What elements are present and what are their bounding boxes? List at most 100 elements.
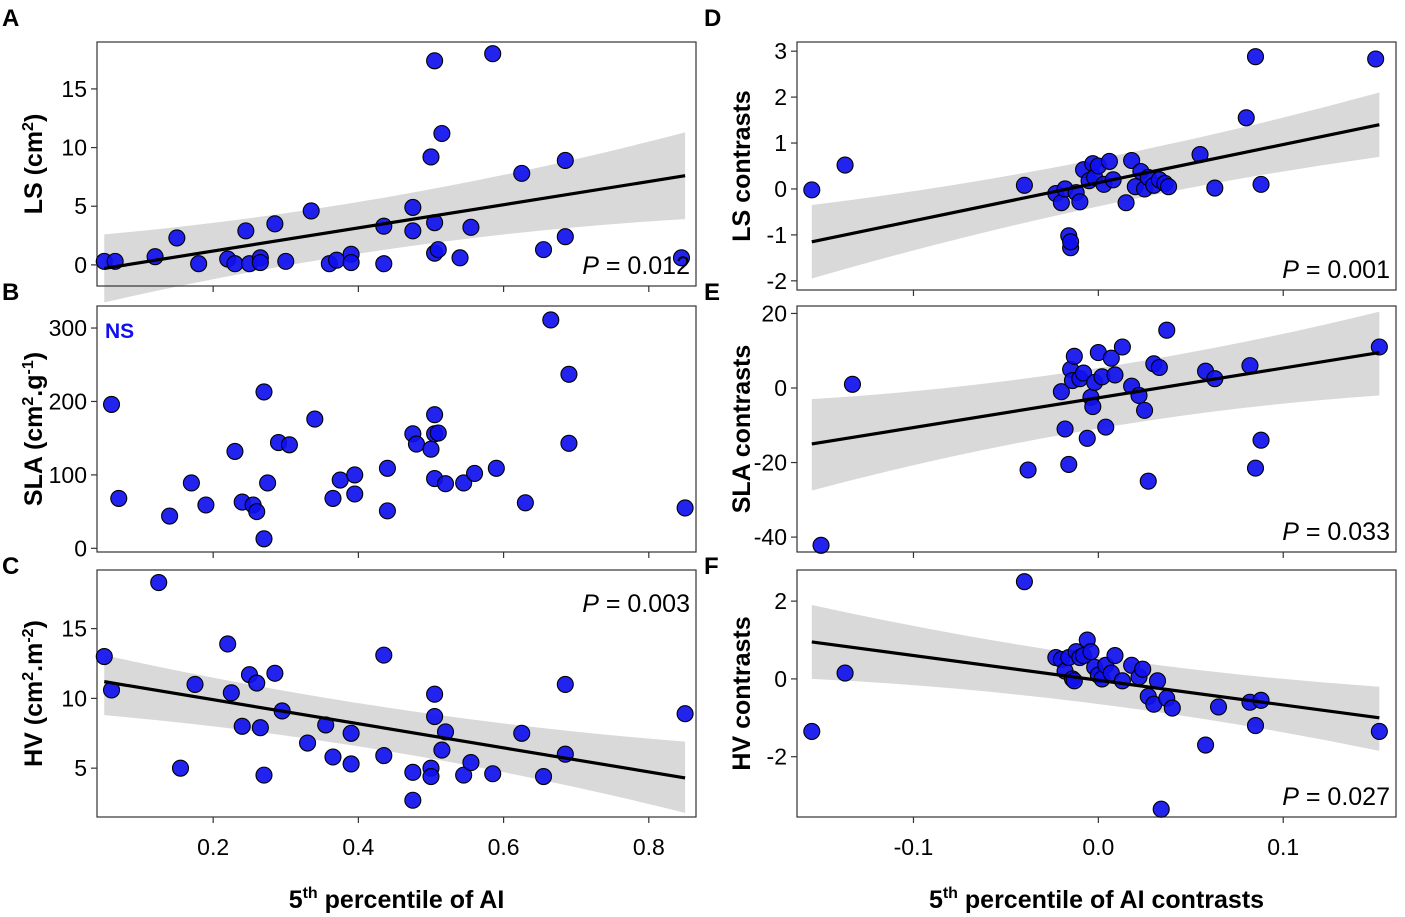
data-point	[1097, 418, 1115, 436]
regression-line	[811, 351, 1380, 446]
data-point	[255, 766, 273, 784]
data-point	[226, 255, 244, 273]
data-point	[404, 198, 422, 216]
data-point	[516, 494, 534, 512]
data-point	[422, 148, 440, 166]
y-title-tail2: )	[20, 352, 48, 360]
data-point	[556, 228, 574, 246]
data-point	[1158, 321, 1176, 339]
x-tick-label: 0.8	[633, 834, 665, 860]
x-title-tail: percentile of AI	[318, 886, 505, 914]
y-axis-title: HV (cm2.m-2)	[20, 620, 48, 767]
p-symbol: P	[1282, 256, 1299, 284]
y-tick-label: 0	[74, 252, 87, 278]
p-value-label: P = 0.001	[1282, 256, 1390, 284]
y-axis-title: HV contrasts	[728, 616, 756, 770]
data-point	[1082, 643, 1100, 661]
data-point	[1252, 175, 1270, 193]
data-point	[1152, 800, 1170, 818]
y-title-main: SLA (cm	[20, 406, 48, 506]
p-symbol: P	[582, 252, 599, 280]
p-value-label: P = 0.003	[582, 590, 690, 618]
data-point	[277, 252, 295, 270]
data-point	[1139, 472, 1157, 490]
data-point	[1150, 358, 1168, 377]
p-value: = 0.001	[1299, 256, 1390, 284]
data-point	[455, 474, 473, 492]
p-value-label: P = 0.033	[1282, 518, 1390, 546]
x-title-tail: percentile of AI contrasts	[958, 886, 1264, 914]
data-point	[534, 241, 553, 259]
y-tick-label: 15	[61, 76, 87, 102]
y-tick-label: 5	[74, 755, 87, 781]
y-title-sup: 2	[20, 672, 37, 681]
data-point	[1163, 699, 1181, 717]
data-point	[1060, 455, 1078, 473]
x-axis-title: 5th percentile of AI contrasts	[929, 885, 1264, 914]
data-point	[812, 536, 830, 554]
data-point	[1062, 233, 1080, 251]
data-point	[556, 151, 574, 170]
data-point	[803, 722, 821, 740]
p-value: = 0.027	[1299, 783, 1390, 811]
y-title-main: LS contrasts	[728, 90, 756, 241]
plot-frame	[96, 305, 697, 553]
data-point	[1071, 193, 1089, 211]
data-point	[266, 215, 284, 233]
y-axis-title: SLA (cm2.g-1)	[20, 352, 48, 506]
data-point	[168, 229, 186, 247]
data-point	[171, 759, 190, 777]
data-point	[110, 489, 128, 507]
y-tick-label: 0	[774, 375, 787, 401]
data-point	[542, 311, 560, 329]
y-tick-label: 300	[49, 315, 87, 341]
data-point	[433, 124, 451, 143]
data-point	[251, 253, 269, 272]
y-title-tail: )	[20, 114, 48, 122]
data-point	[1206, 179, 1224, 197]
data-point	[378, 459, 396, 477]
data-point	[266, 664, 284, 682]
panel-letter: C	[2, 553, 19, 580]
p-value: = 0.012	[599, 252, 690, 280]
data-point	[161, 507, 179, 525]
y-tick-label: -2	[767, 744, 787, 770]
y-title-main: SLA contrasts	[728, 345, 756, 514]
panel-a: A 0 5 10 15 LS (cm2) P = 0.012	[2, 5, 697, 303]
data-point	[259, 474, 277, 492]
data-point	[1370, 338, 1388, 356]
data-point	[251, 719, 269, 737]
data-point	[219, 635, 237, 653]
y-tick-label: 10	[61, 135, 87, 161]
data-point	[328, 251, 346, 269]
data-point	[484, 765, 502, 783]
data-point	[836, 664, 854, 682]
data-point	[1123, 151, 1141, 170]
data-point	[324, 748, 342, 766]
data-point	[233, 717, 251, 735]
data-point	[1117, 194, 1135, 212]
x-title-sup: th	[943, 885, 958, 902]
y-tick-label: 200	[49, 388, 87, 414]
y-title-tail2: )	[20, 620, 48, 628]
data-point	[190, 255, 208, 273]
data-point	[255, 530, 273, 548]
panel-letter: B	[2, 279, 19, 306]
data-point	[182, 474, 200, 492]
data-point	[1100, 152, 1118, 170]
y-title-sup: 2	[20, 397, 37, 406]
data-point	[436, 723, 455, 741]
data-point	[843, 375, 862, 393]
data-point	[1106, 647, 1124, 665]
data-point	[346, 485, 364, 503]
y-tick-label: 20	[761, 300, 787, 326]
data-point	[186, 675, 204, 693]
data-point	[803, 181, 821, 199]
x-tick-label: 0.1	[1267, 834, 1299, 860]
data-point	[378, 502, 396, 520]
data-point	[299, 734, 317, 752]
y-axis-title: LS (cm2)	[20, 114, 48, 215]
x-tick-label: 0.6	[488, 834, 520, 860]
